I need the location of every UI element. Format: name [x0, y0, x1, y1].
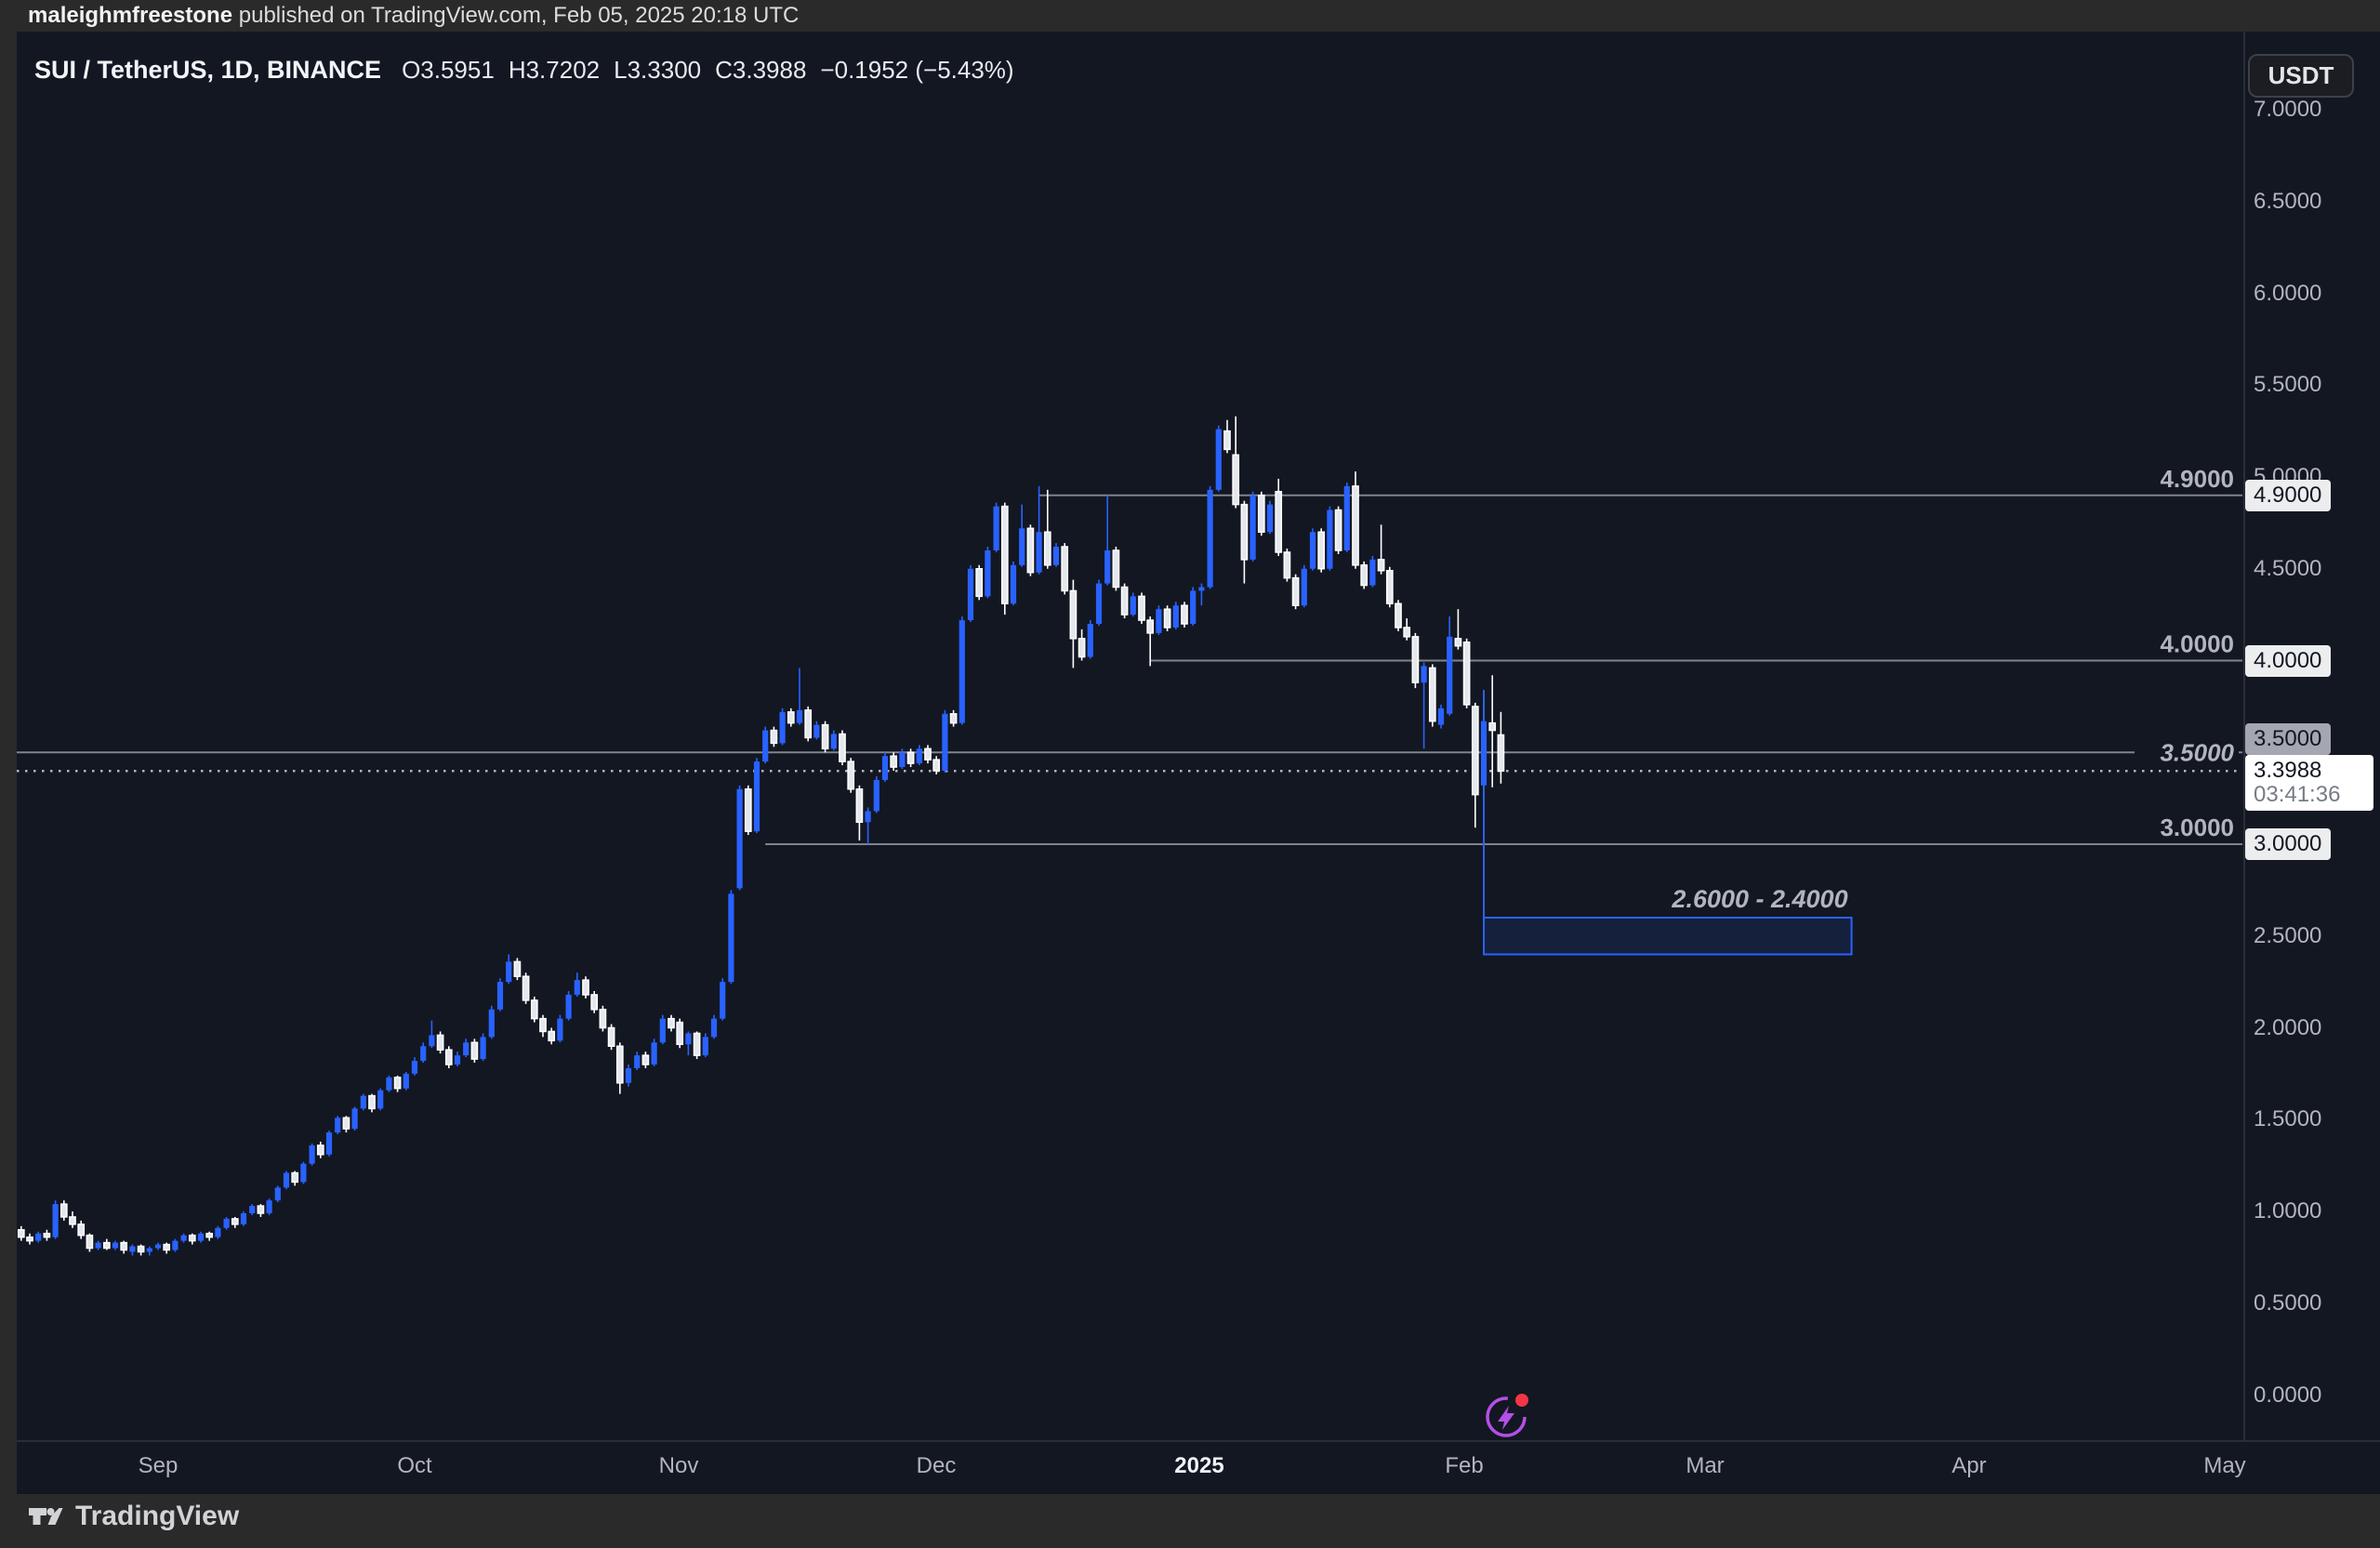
- time-tick-label: 2025: [1174, 1453, 1224, 1478]
- chart-panel: [17, 32, 2380, 1494]
- tradingview-logo-icon: [29, 1508, 63, 1525]
- price-tick-label: 2.0000: [2254, 1014, 2322, 1040]
- change-value: −0.1952 (−5.43%): [820, 56, 1014, 84]
- time-axis-separator: [17, 1440, 2380, 1442]
- svg-text:4.9000: 4.9000: [2160, 465, 2234, 493]
- currency-toggle-button[interactable]: USDT: [2248, 54, 2354, 98]
- price-tick-label: 1.5000: [2254, 1106, 2322, 1132]
- alert-dot-icon: [1515, 1394, 1528, 1407]
- axis-level-price-label: 4.9000: [2245, 479, 2332, 511]
- price-tick-label: 5.5000: [2254, 372, 2322, 398]
- candle-countdown: 03:41:36: [2254, 782, 2341, 807]
- price-tick-label: 4.5000: [2254, 555, 2322, 581]
- flash-icon[interactable]: [1484, 1394, 1528, 1439]
- price-tick-label: 6.0000: [2254, 280, 2322, 306]
- time-tick-label: Feb: [1445, 1453, 1484, 1478]
- symbol-legend: SUI / TetherUS, 1D, BINANCE O3.5951 H3.720…: [34, 56, 1028, 85]
- tradingview-attribution[interactable]: TradingView: [28, 1501, 239, 1532]
- publisher-username: maleighmfreestone: [28, 3, 233, 28]
- flash-ring-icon: [1486, 1396, 1527, 1437]
- ohlc-high: H3.7202: [508, 56, 601, 84]
- svg-text:3.0000: 3.0000: [2160, 814, 2234, 841]
- time-tick-label: Apr: [1951, 1453, 1987, 1478]
- axis-level-price-label: 3.5000: [2245, 723, 2332, 756]
- price-tick-label: 0.5000: [2254, 1290, 2322, 1316]
- price-axis-separator: [2243, 32, 2245, 1440]
- axis-level-price-label: 3.0000: [2245, 828, 2332, 860]
- time-tick-label: Dec: [916, 1453, 957, 1478]
- price-tick-label: 7.0000: [2254, 97, 2322, 122]
- current-price-label: 3.3988 03:41:36: [2245, 755, 2373, 811]
- ohlc-close: C3.3988: [715, 56, 807, 84]
- time-tick-label: Sep: [138, 1453, 178, 1478]
- time-tick-label: Oct: [397, 1453, 432, 1478]
- time-tick-label: Mar: [1686, 1453, 1725, 1478]
- current-price-value: 3.3988: [2254, 758, 2322, 783]
- tradingview-logo-text: TradingView: [75, 1501, 240, 1531]
- ohlc-low: L3.3300: [614, 56, 702, 84]
- time-tick-label: May: [2203, 1453, 2246, 1478]
- svg-text:3.5000: 3.5000: [2160, 738, 2234, 766]
- lightning-bolt-icon: [1498, 1406, 1514, 1430]
- price-tick-label: 2.5000: [2254, 922, 2322, 948]
- publish-bar: maleighmfreestone published on TradingVi…: [0, 0, 2380, 32]
- ohlc-open: O3.5951: [402, 56, 495, 84]
- price-tick-label: 0.0000: [2254, 1382, 2322, 1408]
- price-tick-label: 6.5000: [2254, 188, 2322, 214]
- publish-info: published on TradingView.com, Feb 05, 20…: [232, 3, 800, 28]
- svg-text:4.0000: 4.0000: [2160, 630, 2234, 658]
- time-tick-label: Nov: [658, 1453, 699, 1478]
- symbol-title: SUI / TetherUS, 1D, BINANCE: [34, 56, 382, 84]
- axis-level-price-label: 4.0000: [2245, 644, 2332, 677]
- price-tick-label: 1.0000: [2254, 1198, 2322, 1224]
- svg-text:2.6000 - 2.4000: 2.6000 - 2.4000: [1671, 885, 1847, 913]
